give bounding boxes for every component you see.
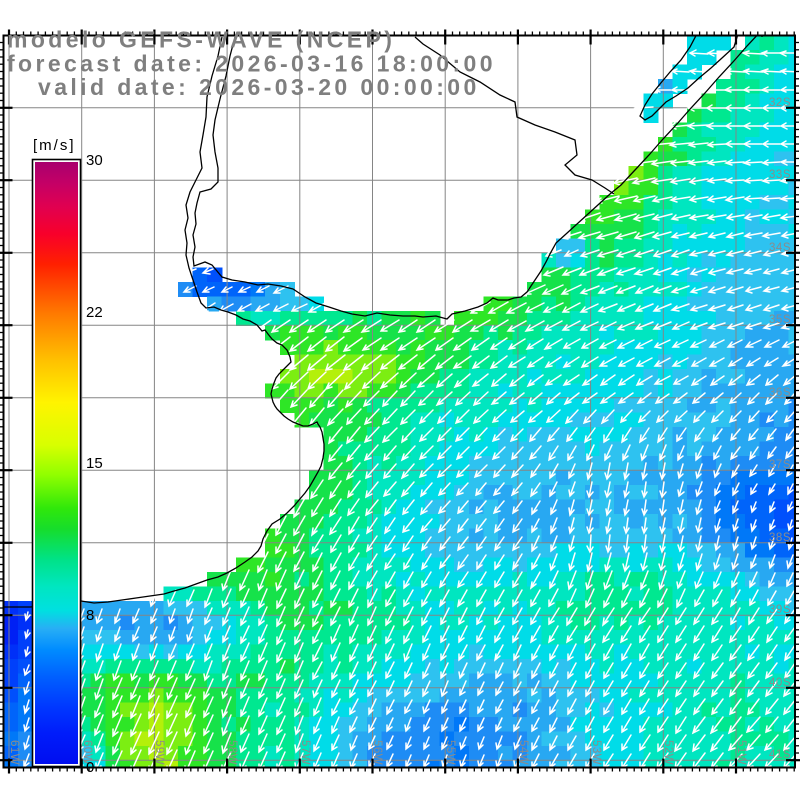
svg-text:55W: 55W — [444, 740, 456, 765]
svg-text:57W: 57W — [299, 740, 311, 765]
svg-text:58W: 58W — [226, 740, 238, 765]
svg-text:52W: 52W — [662, 740, 674, 765]
svg-text:forecast date: 2026-03-16 18:0: forecast date: 2026-03-16 18:00:00 — [7, 51, 496, 77]
svg-text:37S: 37S — [769, 459, 791, 471]
svg-text:valid date: 2026-03-20 00:00:0: valid date: 2026-03-20 00:00:00 — [38, 74, 480, 100]
svg-text:[m/s]: [m/s] — [33, 137, 76, 154]
svg-text:34S: 34S — [769, 242, 791, 254]
svg-text:53W: 53W — [590, 740, 602, 765]
svg-text:51W: 51W — [735, 740, 747, 765]
svg-text:15: 15 — [86, 455, 103, 472]
svg-text:33S: 33S — [769, 169, 791, 181]
svg-text:30: 30 — [86, 152, 103, 169]
svg-text:22: 22 — [86, 304, 103, 321]
svg-text:56W: 56W — [371, 740, 383, 765]
svg-text:60W: 60W — [81, 740, 93, 765]
svg-text:modelo GEFS-WAVE (NCEP): modelo GEFS-WAVE (NCEP) — [7, 27, 395, 53]
svg-text:59W: 59W — [153, 740, 165, 765]
svg-text:61W: 61W — [8, 740, 20, 765]
svg-text:40S: 40S — [769, 677, 791, 689]
svg-text:32S: 32S — [769, 97, 791, 109]
svg-text:8: 8 — [86, 607, 94, 624]
svg-text:41S: 41S — [769, 749, 791, 761]
svg-text:0: 0 — [86, 759, 94, 776]
svg-text:39S: 39S — [769, 604, 791, 616]
svg-text:36S: 36S — [769, 387, 791, 399]
svg-text:38S: 38S — [769, 532, 791, 544]
svg-text:35S: 35S — [769, 314, 791, 326]
svg-text:54W: 54W — [517, 740, 529, 765]
